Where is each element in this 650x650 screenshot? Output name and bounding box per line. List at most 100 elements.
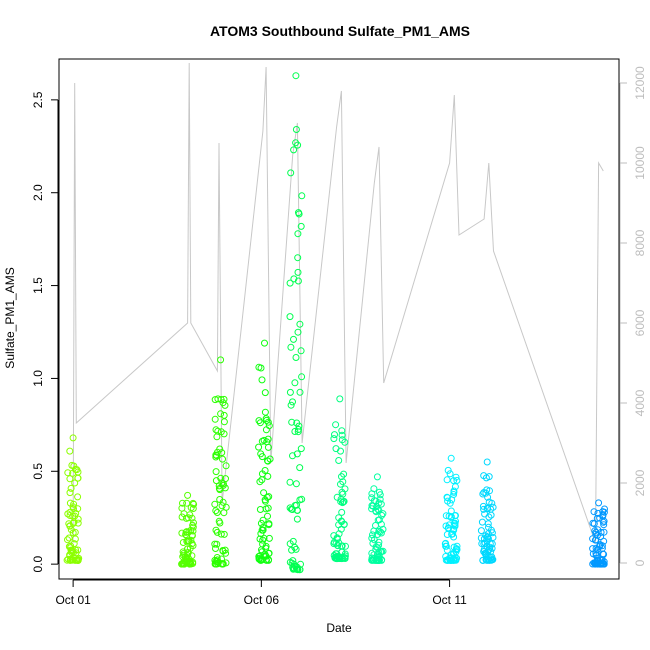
data-point	[69, 469, 77, 477]
data-point	[293, 501, 300, 509]
data-point	[218, 479, 226, 487]
data-point	[184, 491, 192, 499]
right-axis-line-series	[72, 62, 604, 544]
scatter-cluster	[368, 473, 387, 564]
data-point	[211, 415, 219, 423]
data-point	[479, 502, 487, 510]
data-point	[600, 537, 608, 545]
data-point	[450, 487, 458, 495]
data-point	[292, 139, 300, 147]
data-point	[74, 474, 82, 482]
data-point	[257, 519, 265, 527]
data-point	[488, 540, 496, 548]
data-point	[477, 527, 485, 535]
data-point	[368, 490, 376, 498]
data-point	[369, 531, 376, 539]
data-point	[443, 546, 451, 554]
data-point	[256, 478, 264, 486]
data-point	[290, 275, 298, 283]
x-tick-label: Oct 01	[55, 593, 91, 607]
data-point	[259, 524, 267, 531]
data-point	[336, 395, 344, 403]
data-point	[258, 556, 266, 564]
data-point	[66, 552, 74, 560]
data-point	[338, 508, 346, 516]
data-point	[286, 279, 294, 287]
data-point	[331, 431, 338, 439]
scatter-cluster	[477, 458, 497, 564]
data-point	[589, 545, 597, 553]
data-point	[375, 556, 383, 564]
data-point	[257, 450, 265, 458]
data-point	[292, 545, 300, 553]
data-point	[71, 528, 79, 536]
data-point	[287, 169, 295, 177]
data-point	[216, 445, 224, 453]
data-point	[450, 477, 458, 485]
data-point	[74, 515, 82, 523]
data-point	[261, 497, 269, 505]
data-point	[295, 422, 303, 430]
data-point	[379, 547, 387, 555]
data-point	[294, 254, 302, 262]
data-point	[376, 495, 384, 503]
data-point	[218, 449, 226, 457]
data-point	[335, 553, 343, 561]
data-point	[287, 401, 295, 409]
axes: Oct 01 Oct 06 Oct 11 0.0 0.5 1.0 1.5 2.0 2.5 0 200…	[31, 58, 647, 607]
data-point	[442, 512, 450, 520]
data-point	[591, 527, 599, 535]
data-point	[286, 313, 294, 321]
y2-tick-label: 2000	[633, 469, 647, 496]
data-point	[444, 497, 452, 505]
data-point	[69, 434, 77, 442]
data-point	[598, 544, 606, 552]
data-point	[450, 533, 458, 541]
data-point	[256, 419, 264, 427]
y-tick-label: 0.0	[31, 555, 45, 572]
data-point	[66, 475, 74, 483]
data-point	[487, 505, 495, 513]
data-point	[261, 389, 269, 397]
data-point	[257, 530, 265, 538]
data-point	[446, 470, 454, 478]
data-point	[290, 335, 297, 343]
plot-frame	[58, 58, 620, 580]
data-point	[74, 505, 82, 513]
data-point	[179, 559, 187, 567]
data-point	[297, 222, 305, 230]
data-point	[485, 498, 493, 506]
data-point	[183, 545, 191, 553]
data-point	[452, 546, 460, 554]
data-point	[288, 418, 296, 426]
data-point	[66, 447, 74, 455]
scatter-cluster	[211, 356, 230, 568]
data-point	[221, 401, 229, 409]
data-point	[292, 354, 300, 361]
data-point	[296, 464, 304, 472]
data-point	[215, 485, 223, 492]
data-point	[217, 410, 225, 418]
data-point	[74, 546, 82, 554]
data-point	[71, 479, 79, 487]
data-point	[295, 209, 302, 217]
data-point	[590, 559, 598, 567]
data-point	[292, 480, 300, 488]
data-point	[183, 499, 191, 507]
data-point	[263, 438, 271, 446]
data-point	[215, 517, 223, 525]
data-point	[297, 347, 305, 355]
data-point	[296, 320, 304, 328]
data-point	[220, 418, 228, 426]
data-point	[211, 396, 219, 404]
data-point	[338, 473, 345, 481]
data-point	[217, 356, 225, 364]
data-point	[265, 521, 273, 529]
data-point	[291, 428, 299, 435]
data-point	[218, 502, 226, 510]
data-point	[217, 474, 225, 482]
data-point	[338, 555, 346, 563]
data-point	[484, 533, 492, 541]
scatter-cluster	[330, 395, 349, 563]
